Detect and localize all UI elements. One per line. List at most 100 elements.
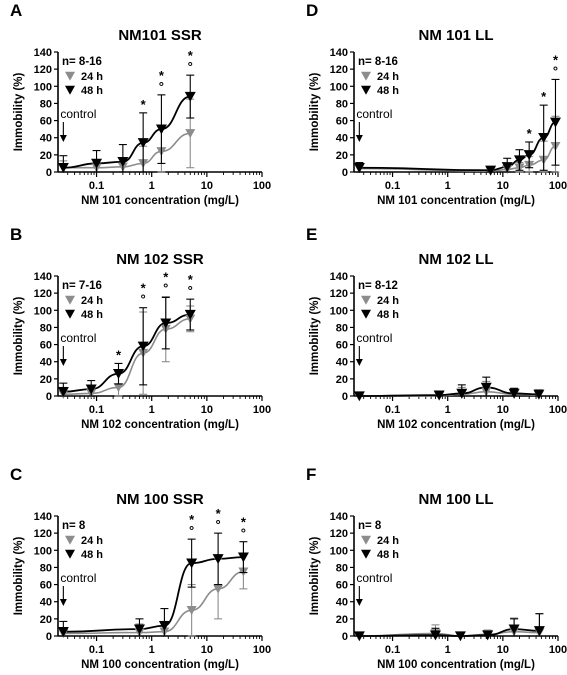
data-point (549, 117, 561, 128)
y-tick-label: 120 (34, 528, 52, 540)
legend-label: 24 h (81, 295, 103, 307)
y-tick-label: 100 (34, 305, 52, 317)
y-tick-label: 40 (40, 597, 52, 609)
chart-title: NM 100 LL (418, 491, 493, 508)
data-point (212, 554, 224, 565)
data-point (57, 163, 69, 173)
x-tick-label: 1 (149, 180, 155, 192)
x-axis-label: NM 102 concentration (mg/L) (81, 419, 239, 431)
legend-marker (65, 549, 75, 559)
x-tick-label: 100 (253, 180, 271, 192)
y-tick-label: 100 (34, 545, 52, 557)
x-tick-label: 1 (445, 404, 451, 416)
y-tick-label: 100 (330, 545, 348, 557)
y-tick-label: 120 (330, 288, 348, 300)
y-tick-label: 100 (330, 305, 348, 317)
sample-size-label: n= 8-16 (62, 56, 102, 68)
significance-marker: * (541, 89, 547, 104)
y-axis-label: Immobility (%) (309, 297, 321, 376)
control-arrow-head (59, 135, 67, 142)
y-tick-label: 80 (336, 562, 348, 574)
chart-title: NM101 SSR (118, 27, 202, 44)
x-axis-label: NM 101 concentration (mg/L) (377, 195, 535, 207)
y-tick-label: 80 (336, 322, 348, 334)
control-label: control (356, 571, 392, 585)
data-point (433, 390, 445, 401)
x-axis-label: NM 102 concentration (mg/L) (377, 419, 535, 431)
data-point (137, 138, 149, 149)
control-arrow-head (355, 359, 363, 366)
y-tick-label: 80 (40, 322, 52, 334)
legend-label: 24 h (377, 71, 399, 83)
fit-curve-48h (63, 556, 244, 633)
sample-size-label: n= 8-16 (358, 56, 398, 68)
sample-size-label: n= 8 (358, 520, 382, 532)
chart-title: NM 102 SSR (116, 251, 204, 268)
y-tick-label: 0 (46, 631, 52, 643)
y-tick-label: 20 (336, 614, 348, 626)
x-tick-label: 1 (445, 644, 451, 656)
legend-marker (361, 309, 371, 319)
y-tick-label: 20 (40, 614, 52, 626)
x-tick-label: 1 (445, 180, 451, 192)
y-tick-label: 60 (40, 340, 52, 352)
legend-marker (65, 295, 75, 305)
significance-marker: * (116, 347, 122, 362)
control-arrow-head (355, 599, 363, 606)
significance-marker: * (527, 126, 533, 141)
legend-marker (361, 71, 371, 81)
sample-size-label: n= 8-12 (358, 280, 398, 292)
legend-marker (361, 295, 371, 305)
control-arrow-head (59, 599, 67, 606)
data-point (158, 621, 170, 631)
y-tick-label: 60 (40, 116, 52, 128)
panel-letter: F (306, 465, 316, 484)
y-tick-label: 140 (330, 47, 348, 59)
data-point (185, 129, 196, 139)
significance-marker: * ° (553, 52, 559, 78)
y-tick-label: 60 (40, 580, 52, 592)
legend-marker (65, 535, 75, 545)
data-point (456, 388, 468, 399)
data-point (184, 91, 196, 102)
significance-marker: * ° (188, 48, 194, 74)
significance-marker: * ° (159, 68, 165, 94)
sample-size-label: n= 7-16 (62, 280, 102, 292)
x-tick-label: 10 (201, 180, 213, 192)
x-axis-label: NM 100 concentration (mg/L) (377, 659, 535, 671)
chart-panel-a: A NM101 SSR 0 20 40 60 80 100 120 140 0.1 1 10 100 NM … (10, 1, 271, 207)
y-tick-label: 20 (40, 150, 52, 162)
x-tick-label: 0.1 (385, 644, 400, 656)
x-tick-label: 0.1 (385, 404, 400, 416)
data-point (533, 626, 545, 637)
data-point (57, 627, 69, 637)
legend-label: 48 h (377, 309, 399, 321)
panel-letter: D (306, 1, 318, 20)
legend-marker (65, 309, 75, 319)
legend-label: 48 h (81, 85, 103, 97)
legend-marker (361, 85, 371, 95)
x-tick-label: 0.1 (89, 404, 104, 416)
y-tick-label: 120 (34, 64, 52, 76)
y-tick-label: 100 (330, 81, 348, 93)
y-tick-label: 120 (330, 528, 348, 540)
chart-title: NM 102 LL (418, 251, 493, 268)
data-point (523, 150, 535, 161)
sample-size-label: n= 8 (62, 520, 86, 532)
y-tick-label: 140 (330, 511, 348, 523)
data-point (353, 391, 365, 402)
y-tick-label: 40 (336, 597, 348, 609)
x-tick-label: 100 (549, 644, 567, 656)
significance-marker: * ° (141, 281, 147, 307)
x-tick-label: 100 (253, 644, 271, 656)
control-label: control (356, 331, 392, 345)
y-tick-label: 0 (342, 167, 348, 179)
data-point (160, 318, 172, 329)
x-tick-label: 100 (253, 404, 271, 416)
data-point (353, 163, 365, 173)
significance-marker: * ° (188, 272, 194, 298)
y-tick-label: 80 (40, 562, 52, 574)
legend-label: 24 h (377, 535, 399, 547)
y-tick-label: 100 (34, 81, 52, 93)
